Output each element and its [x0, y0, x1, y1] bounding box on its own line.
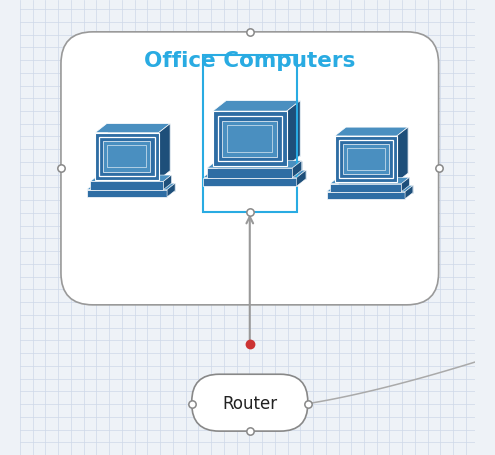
Polygon shape — [95, 183, 175, 191]
Polygon shape — [167, 183, 175, 197]
Polygon shape — [87, 190, 167, 197]
Polygon shape — [91, 175, 171, 182]
Polygon shape — [213, 111, 287, 166]
Polygon shape — [335, 127, 408, 136]
Polygon shape — [203, 170, 306, 177]
Polygon shape — [159, 124, 170, 180]
Polygon shape — [217, 116, 282, 162]
Polygon shape — [327, 186, 413, 192]
Polygon shape — [106, 124, 170, 171]
Polygon shape — [293, 161, 302, 177]
Polygon shape — [347, 148, 385, 170]
Polygon shape — [339, 140, 393, 178]
Polygon shape — [207, 168, 293, 177]
Text: Router: Router — [222, 394, 277, 413]
FancyBboxPatch shape — [61, 32, 439, 305]
Polygon shape — [330, 177, 409, 184]
Polygon shape — [346, 127, 408, 173]
Polygon shape — [99, 137, 154, 176]
Polygon shape — [343, 144, 389, 174]
Point — [246, 427, 254, 435]
FancyBboxPatch shape — [192, 374, 308, 431]
Polygon shape — [222, 121, 277, 157]
Polygon shape — [95, 133, 159, 180]
Polygon shape — [335, 186, 413, 192]
Polygon shape — [297, 170, 306, 186]
Polygon shape — [95, 124, 170, 133]
Polygon shape — [163, 175, 171, 190]
Polygon shape — [216, 161, 302, 170]
Point — [188, 400, 196, 407]
Polygon shape — [338, 177, 409, 186]
Polygon shape — [107, 145, 147, 167]
Point — [57, 165, 65, 172]
Polygon shape — [327, 192, 405, 199]
Polygon shape — [212, 170, 306, 179]
Polygon shape — [213, 101, 300, 111]
Text: Office Computers: Office Computers — [144, 51, 355, 71]
Polygon shape — [203, 177, 297, 186]
Point — [246, 340, 254, 347]
Polygon shape — [99, 175, 171, 183]
Polygon shape — [335, 136, 397, 182]
Point — [435, 165, 443, 172]
Polygon shape — [401, 177, 409, 192]
Polygon shape — [91, 182, 163, 190]
Polygon shape — [87, 183, 175, 190]
Polygon shape — [405, 186, 413, 199]
Point — [246, 208, 254, 215]
Point — [246, 28, 254, 35]
Polygon shape — [103, 141, 150, 172]
Point — [304, 400, 312, 407]
Polygon shape — [330, 184, 401, 192]
Polygon shape — [397, 127, 408, 182]
Polygon shape — [227, 126, 272, 152]
Polygon shape — [207, 161, 302, 168]
Polygon shape — [226, 101, 300, 156]
Polygon shape — [287, 101, 300, 166]
